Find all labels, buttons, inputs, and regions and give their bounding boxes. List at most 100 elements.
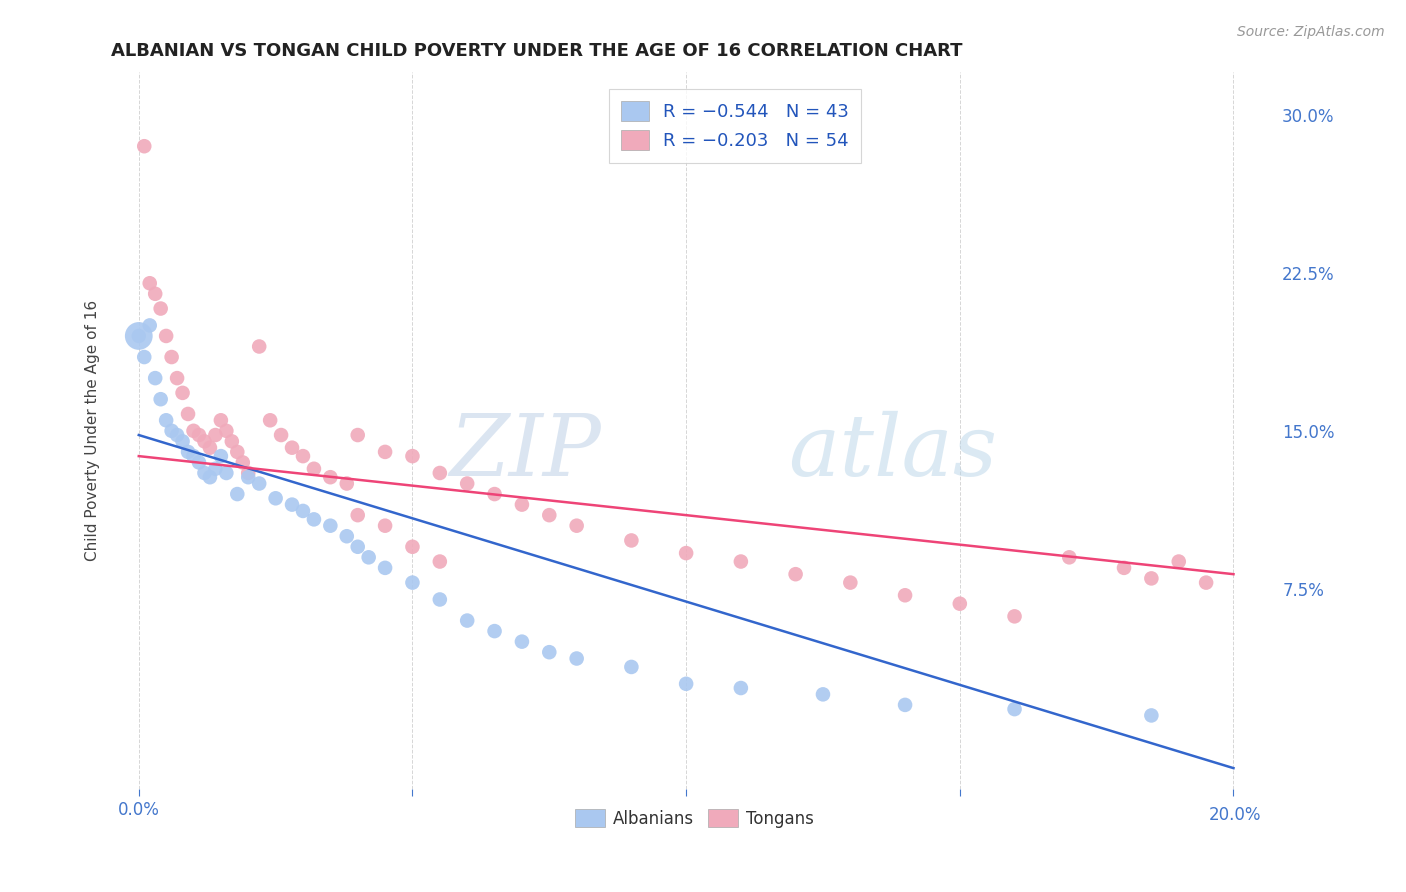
Point [172,434,194,449]
Text: Source: ZipAtlas.com: Source: ZipAtlas.com [1237,25,1385,39]
Point [1004,702,1026,716]
Point [456,476,478,491]
Point [839,575,862,590]
Point [811,687,834,701]
Point [538,645,561,659]
Point [1004,609,1026,624]
Point [160,424,183,438]
Point [319,518,342,533]
Text: atlas: atlas [787,411,997,493]
Point [149,301,172,316]
Point [226,487,249,501]
Y-axis label: Child Poverty Under the Age of 16: Child Poverty Under the Age of 16 [86,301,100,561]
Point [183,424,205,438]
Point [193,434,215,449]
Point [270,428,292,442]
Point [510,634,533,648]
Point [346,428,368,442]
Point [730,555,752,569]
Text: ALBANIAN VS TONGAN CHILD POVERTY UNDER THE AGE OF 16 CORRELATION CHART: ALBANIAN VS TONGAN CHILD POVERTY UNDER T… [111,42,963,60]
Point [1167,555,1189,569]
Point [155,413,177,427]
Point [620,660,643,674]
Point [374,445,396,459]
Point [177,407,200,421]
Point [160,350,183,364]
Point [143,286,166,301]
Point [193,466,215,480]
Point [319,470,342,484]
Point [188,428,211,442]
Point [1140,571,1163,585]
Text: ZIP: ZIP [449,411,602,493]
Point [166,371,188,385]
Point [510,498,533,512]
Point [401,449,423,463]
Point [538,508,561,523]
Point [259,413,281,427]
Point [484,624,506,639]
Point [247,476,270,491]
Point [188,455,211,469]
Point [291,449,314,463]
Point [281,441,304,455]
Point [336,476,359,491]
Point [128,329,150,343]
Point [374,518,396,533]
Point [138,277,160,291]
Point [166,428,188,442]
Point [894,698,917,712]
Point [484,487,506,501]
Point [785,567,807,582]
Point [429,592,451,607]
Point [565,518,588,533]
Point [565,651,588,665]
Point [401,575,423,590]
Point [291,504,314,518]
Point [302,462,325,476]
Point [221,434,243,449]
Point [346,540,368,554]
Point [149,392,172,407]
Point [215,424,238,438]
Point [183,449,205,463]
Point [281,498,304,512]
Point [172,385,194,400]
Point [226,445,249,459]
Point [155,329,177,343]
Point [730,681,752,695]
Point [456,614,478,628]
Point [138,318,160,333]
Point [238,470,260,484]
Text: 20.0%: 20.0% [1208,806,1261,824]
Point [894,588,917,602]
Point [232,455,254,469]
Point [675,677,697,691]
Point [675,546,697,560]
Point [1112,561,1135,575]
Point [346,508,368,523]
Point [128,329,150,343]
Point [204,428,226,442]
Point [204,462,226,476]
Point [429,466,451,480]
Point [134,139,156,153]
Point [336,529,359,543]
Point [247,339,270,353]
Point [1059,550,1081,565]
Point [238,466,260,480]
Point [302,512,325,526]
Point [215,466,238,480]
Point [949,597,972,611]
Point [143,371,166,385]
Point [198,441,221,455]
Point [620,533,643,548]
Point [209,413,232,427]
Point [209,449,232,463]
Legend: Albanians, Tongans: Albanians, Tongans [568,803,821,835]
Point [1140,708,1163,723]
Point [357,550,380,565]
Point [177,445,200,459]
Point [134,350,156,364]
Point [1195,575,1218,590]
